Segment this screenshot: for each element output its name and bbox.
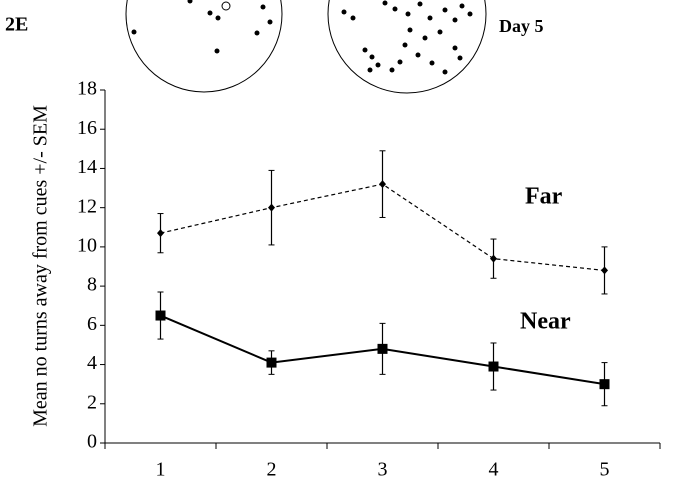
marker — [268, 203, 275, 212]
y-tick-label: 16 — [77, 117, 97, 139]
trajectory-plots — [125, 0, 487, 94]
marker — [155, 310, 166, 321]
marker — [601, 266, 608, 275]
y-tick-label: 0 — [87, 431, 97, 453]
y-axis-label: Mean no turns away from cues +/- SEM — [30, 105, 52, 427]
y-tick-label: 12 — [77, 195, 97, 217]
y-tick-label: 8 — [87, 274, 97, 296]
y-tick-label: 14 — [77, 156, 97, 178]
marker — [157, 229, 164, 238]
series-label: Far — [525, 184, 563, 210]
marker — [488, 361, 499, 372]
y-tick-label: 2 — [87, 391, 97, 413]
x-tick-label: 2 — [267, 459, 277, 481]
arena-left — [125, 0, 283, 93]
series-label: Near — [520, 309, 571, 335]
y-tick-label: 18 — [77, 78, 97, 100]
marker — [377, 343, 388, 354]
marker — [266, 357, 277, 368]
y-tick-label: 4 — [87, 352, 97, 374]
figure-label: 2E — [5, 14, 28, 36]
y-tick-label: 10 — [77, 234, 97, 256]
y-tick-label: 6 — [87, 313, 97, 335]
arena-right — [327, 0, 487, 94]
panel-label: Day 5 — [499, 16, 544, 36]
marker — [490, 254, 497, 263]
x-tick-label: 4 — [489, 459, 499, 481]
x-tick-label: 3 — [378, 459, 388, 481]
marker — [379, 180, 386, 189]
x-tick-label: 5 — [600, 459, 610, 481]
x-tick-label: 1 — [156, 459, 166, 481]
marker — [599, 379, 610, 390]
